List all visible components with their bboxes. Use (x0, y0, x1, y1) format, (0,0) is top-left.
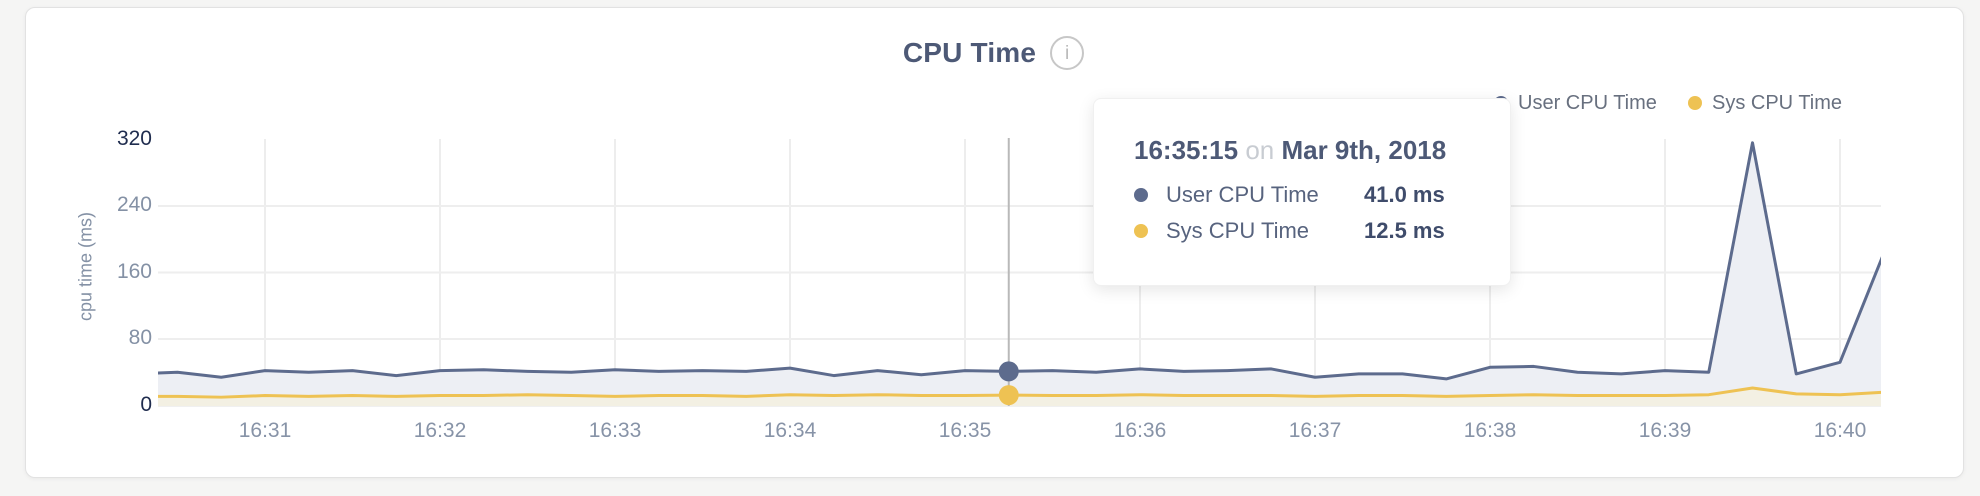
legend-dot-sys (1688, 96, 1702, 110)
user-cpu-area (158, 142, 1881, 406)
tooltip-date: Mar 9th, 2018 (1281, 135, 1447, 165)
tooltip-title: 16:35:15 on Mar 9th, 2018 (1134, 135, 1470, 166)
tooltip-label-user: User CPU Time (1166, 182, 1319, 207)
legend-label-user: User CPU Time (1518, 91, 1657, 114)
tooltip-conjunction: on (1245, 135, 1275, 165)
tooltip-time: 16:35:15 (1134, 135, 1239, 165)
legend-item-sys-cpu-time[interactable]: Sys CPU Time (1688, 92, 1842, 114)
legend-label-sys: Sys CPU Time (1712, 91, 1843, 114)
chart-header: CPU Time i (25, 36, 1962, 70)
gridlines (158, 139, 1881, 407)
tooltip-dot-user (1134, 188, 1148, 202)
legend-item-user-cpu-time[interactable]: User CPU Time (1494, 92, 1657, 114)
tooltip-row-sys: Sys CPU Time 12.5 ms (1134, 218, 1470, 244)
hover-tooltip: 16:35:15 on Mar 9th, 2018 User CPU Time … (1093, 98, 1511, 286)
hover-marker-sys (998, 385, 1019, 406)
tooltip-label-sys: Sys CPU Time (1166, 218, 1310, 243)
tooltip-value-sys: 12.5 ms (1364, 218, 1445, 243)
tooltip-value-user: 41.0 ms (1364, 182, 1445, 207)
tooltip-row-user: User CPU Time 41.0 ms (1134, 182, 1470, 208)
info-icon[interactable]: i (1050, 36, 1085, 70)
hover-marker-user (998, 361, 1019, 382)
chart-title: CPU Time (902, 37, 1037, 68)
y-axis-title: cpu time (ms) (75, 212, 96, 322)
sys-cpu-area (158, 388, 1881, 406)
tooltip-dot-sys (1134, 224, 1148, 238)
